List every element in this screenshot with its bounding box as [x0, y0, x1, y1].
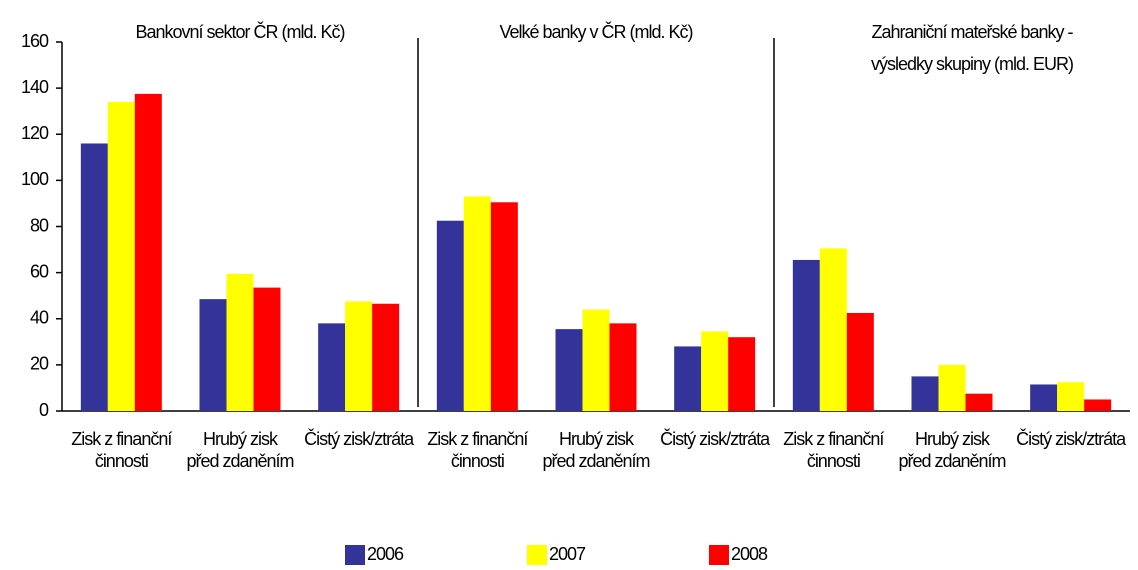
group-title: Bankovní sektor ČR (mld. Kč) — [135, 22, 345, 42]
y-tick-label: 20 — [30, 354, 49, 374]
legend-label: 2006 — [367, 544, 404, 564]
group-title: Zahraniční mateřské banky - výsledky sku… — [870, 22, 1074, 74]
x-tick-label: Zisk z finanční činnosti — [783, 429, 884, 471]
bar — [728, 337, 756, 411]
bar — [436, 220, 464, 411]
legend-label: 2008 — [731, 544, 768, 564]
y-tick-label: 60 — [30, 261, 49, 281]
x-tick-label: Čistý zisk/ztráta — [1016, 429, 1126, 449]
bar — [1057, 382, 1085, 411]
y-tick-label: 100 — [21, 169, 49, 189]
bar — [463, 196, 491, 411]
bar — [555, 329, 583, 411]
bar — [674, 346, 702, 411]
y-tick-label: 0 — [39, 400, 49, 420]
x-tick-label: Zisk z finanční činnosti — [427, 429, 528, 471]
legend-label: 2007 — [549, 544, 586, 564]
x-tick-label: Hrubý zisk před zdaněním — [898, 429, 1006, 471]
y-tick-label: 160 — [21, 31, 49, 51]
bar — [490, 202, 518, 411]
bar — [1030, 384, 1058, 411]
bar — [134, 93, 162, 411]
group-title: Velké banky v ČR (mld. Kč) — [499, 22, 693, 42]
legend-swatch — [345, 545, 365, 565]
y-tick-label: 80 — [30, 215, 49, 235]
bar — [846, 312, 874, 411]
x-tick-label: Čistý zisk/ztráta — [660, 429, 770, 449]
bar — [80, 143, 108, 411]
bar — [938, 364, 966, 411]
bar — [372, 303, 400, 411]
x-tick-label: Zisk z finanční činnosti — [71, 429, 172, 471]
bar — [226, 273, 254, 411]
y-tick-label: 140 — [21, 77, 49, 97]
bar — [609, 323, 637, 411]
y-tick-label: 120 — [21, 123, 49, 143]
bar — [318, 323, 346, 411]
bar — [1084, 399, 1112, 411]
bar — [701, 331, 729, 411]
bar — [965, 393, 993, 411]
bar — [253, 287, 281, 411]
bar — [345, 301, 373, 411]
x-tick-label: Čistý zisk/ztráta — [304, 429, 414, 449]
bar — [911, 376, 939, 411]
x-tick-label: Hrubý zisk před zdaněním — [186, 429, 294, 471]
bar — [582, 309, 610, 411]
bar — [819, 248, 847, 411]
bar — [107, 101, 135, 412]
legend-swatch — [709, 545, 729, 565]
bar — [199, 299, 227, 411]
x-tick-label: Hrubý zisk před zdaněním — [542, 429, 650, 471]
bar — [792, 259, 820, 411]
y-tick-label: 40 — [30, 308, 49, 328]
legend-swatch — [527, 545, 547, 565]
